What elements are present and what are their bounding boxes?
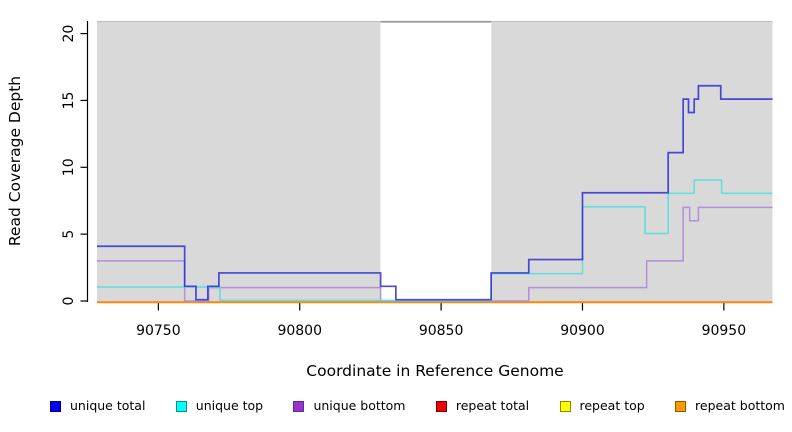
panel-right-region xyxy=(491,21,773,301)
repeat-top-swatch-icon xyxy=(559,400,571,412)
x-axis-title: Coordinate in Reference Genome xyxy=(306,362,563,380)
legend-label: repeat top xyxy=(579,397,645,413)
y-axis-title: Read Coverage Depth xyxy=(6,76,24,246)
unique-total-swatch-icon xyxy=(50,400,61,412)
legend-item-repeat-bottom: repeat bottom xyxy=(675,397,785,413)
x-tick-label: 90800 xyxy=(277,323,322,339)
legend-item-repeat-total: repeat total xyxy=(435,397,530,413)
panel-left-region xyxy=(97,21,381,301)
legend-label: repeat bottom xyxy=(695,397,785,413)
y-tick-label: 15 xyxy=(61,92,77,110)
unique-top-swatch-icon xyxy=(175,400,187,412)
legend-item-unique-top: unique top xyxy=(175,397,264,413)
x-tick-label: 90950 xyxy=(702,323,747,339)
series-lines xyxy=(97,84,773,304)
series-line-unique-top xyxy=(97,179,773,302)
chart-legend: unique total unique top unique bottom re… xyxy=(50,395,785,417)
x-tick-label: 90750 xyxy=(136,323,181,339)
series-line-unique-total xyxy=(97,84,773,301)
unique-bottom-swatch-icon xyxy=(293,400,305,412)
y-tick-label: 5 xyxy=(61,230,77,239)
legend-item-unique-total: unique total xyxy=(50,397,146,413)
y-tick-label: 10 xyxy=(61,158,77,176)
legend-label: unique total xyxy=(70,397,146,413)
legend-label: repeat total xyxy=(455,397,530,413)
repeat-bottom-swatch-icon xyxy=(675,400,687,412)
legend-label: unique bottom xyxy=(313,397,406,413)
x-tick-label: 90850 xyxy=(419,323,464,339)
plot-panel xyxy=(97,20,773,301)
legend-item-unique-bottom: unique bottom xyxy=(293,397,406,413)
legend-item-repeat-top: repeat top xyxy=(559,397,645,413)
y-tick-label: 0 xyxy=(61,297,77,306)
y-tick-label: 20 xyxy=(61,25,77,43)
axes: 0 5 10 15 20 90750 90800 90850 90900 90950 xyxy=(61,21,746,339)
repeat-total-swatch-icon xyxy=(435,400,447,412)
legend-label: unique top xyxy=(195,397,264,413)
x-tick-label: 90900 xyxy=(560,323,605,339)
series-line-unique-bottom xyxy=(97,206,773,302)
no-data-band xyxy=(380,21,492,301)
